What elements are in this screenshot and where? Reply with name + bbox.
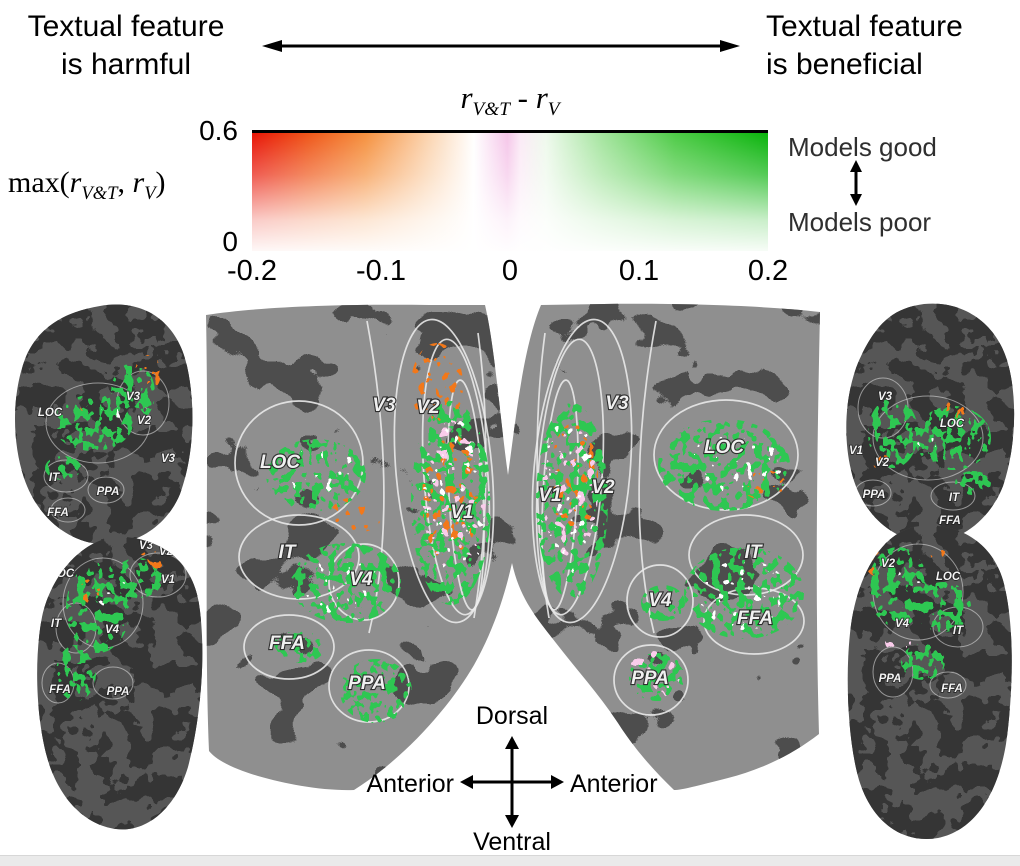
brain-br-label-v3: V3 xyxy=(873,535,888,547)
flatmap-right-label-ffa: FFA xyxy=(737,608,773,629)
brain-bl-label-v2: V2 xyxy=(159,546,174,558)
brain-tl-label-ppa: PPA xyxy=(97,486,120,498)
flatmap-left-label-ffa: FFA xyxy=(269,633,305,654)
ylabel-r1: r xyxy=(69,166,82,199)
harmful-label-line1: Textual feature xyxy=(27,10,225,43)
colorbar-y-axis-label: max(rV&T, rV) xyxy=(8,166,244,205)
flatmap-left-label-it: IT xyxy=(279,542,297,563)
brain-tl-label-v2: V2 xyxy=(137,415,152,427)
colorbar-gradient xyxy=(252,130,768,251)
flatmap-region-labels: V3 V2 V1 LOC IT V4 FFA PPA V3 V2 V1 LOC … xyxy=(259,392,774,695)
flatmap-left-label-ppa: PPA xyxy=(348,673,386,694)
brain-tl-label-it: IT xyxy=(49,472,60,484)
inflated-brain-top-left: LOC V3 V2 V3 IT PPA FFA xyxy=(15,304,193,545)
brain-tr-label-ppa: PPA xyxy=(863,489,886,501)
compass-anterior-left-label: Anterior xyxy=(366,770,454,798)
brain-bl-label-ppa: PPA xyxy=(107,686,130,698)
brain-bl-label-ffa: FFA xyxy=(49,684,71,696)
colorbar-ytick-max: 0.6 xyxy=(199,115,238,146)
brain-bl-label-v1: V1 xyxy=(161,574,175,586)
inflated-brain-bottom-left: V3 V2 LOC V1 IT V4 FFA PPA xyxy=(37,536,203,830)
brain-br-label-ppa: PPA xyxy=(879,673,902,685)
brain-tr-label-it: IT xyxy=(949,492,960,504)
harmful-beneficial-arrow-icon xyxy=(262,40,740,52)
flatmap-left-label-v3: V3 xyxy=(372,395,396,416)
brain-tl-label-ffa: FFA xyxy=(47,507,69,519)
harmful-label-line2: is harmful xyxy=(60,48,192,82)
xtick-neg02: -0.2 xyxy=(227,255,277,287)
flatmap-left-label-v4: V4 xyxy=(349,569,373,590)
brain-bl-label-v3: V3 xyxy=(139,540,154,552)
bottom-strip xyxy=(0,855,1020,866)
flatmap-right-label-v1: V1 xyxy=(538,485,561,506)
models-good-label: Models good xyxy=(788,132,937,162)
flatmap-right-label-ppa: PPA xyxy=(631,668,669,689)
brain-br-label-loc: LOC xyxy=(936,571,961,583)
flatmap-right-label-loc: LOC xyxy=(704,437,744,458)
beneficial-label: Textual feature is beneficial xyxy=(766,8,1018,85)
flatmap-left-label-loc: LOC xyxy=(260,452,300,473)
brain-tr-label-v3: V3 xyxy=(878,391,893,403)
brain-tr-label-loc: LOC xyxy=(940,418,965,430)
brain-tl-label-loc: LOC xyxy=(38,407,63,419)
harmful-label: Textual feature is harmful xyxy=(4,8,248,85)
brain-br-label-v2: V2 xyxy=(881,558,896,570)
colorbar-title-sub1: V&T xyxy=(472,99,510,121)
xtick-pos01: 0.1 xyxy=(618,255,660,287)
brain-br-label-v4: V4 xyxy=(895,618,910,630)
brain-bl-label-v4: V4 xyxy=(105,624,120,636)
ylabel-sub1: V&T xyxy=(81,183,118,204)
brain-br-label-ffa: FFA xyxy=(941,683,963,695)
flatmap-right-label-v4: V4 xyxy=(648,590,672,611)
xtick-pos02: 0.2 xyxy=(747,255,789,287)
brain-bl-label-loc: LOC xyxy=(50,568,75,580)
colorbar-x-ticks: -0.2 -0.1 0 0.1 0.2 xyxy=(227,255,788,291)
xtick-neg01: -0.1 xyxy=(356,255,406,287)
compass-ventral-label: Ventral xyxy=(473,828,551,856)
ylabel-r2: r xyxy=(132,166,145,199)
xtick-zero: 0 xyxy=(501,255,519,287)
compass-anterior-right-label: Anterior xyxy=(570,770,658,798)
colorbar-title-sub2: V xyxy=(547,99,560,121)
colorbar-ytick-min: 0 xyxy=(222,226,238,257)
ylabel-sub2: V xyxy=(144,183,156,204)
brain-br-label-it: IT xyxy=(953,625,964,637)
colorbar-title: rV&T - rV xyxy=(350,80,670,121)
models-poor-label: Models poor xyxy=(788,207,932,237)
colorbar-title-r2: r xyxy=(535,80,548,115)
ylabel-sep: , xyxy=(117,166,133,199)
compass-dorsal-label: Dorsal xyxy=(475,702,549,730)
ylabel-fn: max( xyxy=(8,166,70,199)
inflated-brain-top-right: V3 LOC V1 V2 PPA IT FFA xyxy=(846,303,1015,543)
activation-speckles-white xyxy=(284,418,789,630)
compass-cross-icon xyxy=(460,736,564,828)
brain-tr-label-v2: V2 xyxy=(875,457,890,469)
ylabel-close: ) xyxy=(155,166,166,199)
brain-tr-label-ffa: FFA xyxy=(939,515,961,527)
brain-bl-label-it: IT xyxy=(51,618,62,630)
models-good-poor-arrow-icon xyxy=(850,160,862,206)
inflated-brain-bottom-right: V3 V1 V2 LOC V4 IT PPA FFA xyxy=(847,525,1012,839)
flatmap-left-label-v1: V1 xyxy=(450,502,473,523)
flatmap-right-label-v3: V3 xyxy=(605,393,629,414)
colorbar-title-op: - xyxy=(509,80,536,115)
brain-tl-label-v3b: V3 xyxy=(161,453,176,465)
brain-tr-label-v1: V1 xyxy=(849,445,863,457)
brain-br-label-v1: V1 xyxy=(847,555,861,567)
colorbar-title-r1: r xyxy=(460,80,473,115)
flattened-cortex-map: V3 V2 V1 LOC IT V4 FFA PPA V3 V2 V1 LOC … xyxy=(206,303,820,791)
beneficial-label-line2: is beneficial xyxy=(766,48,923,82)
flatmap-left-label-v2: V2 xyxy=(416,397,440,418)
flatmap-right-label-it: IT xyxy=(745,542,763,563)
brain-tl-label-v3a: V3 xyxy=(126,391,141,403)
flatmap-right-label-v2: V2 xyxy=(591,477,615,498)
beneficial-label-line1: Textual feature xyxy=(766,10,963,43)
